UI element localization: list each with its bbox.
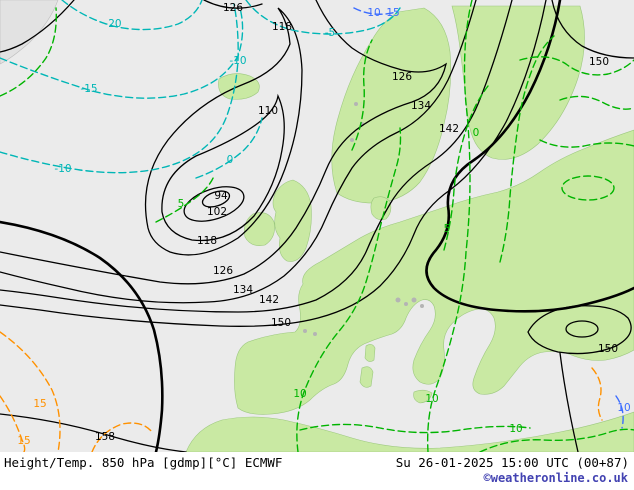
contour-94 [201,190,231,208]
isotherm-10-africa [299,423,531,434]
finland-landmass [451,5,585,160]
ireland-landmass [244,212,275,246]
isotherm-blue-top [353,7,397,15]
isotherm-ne-3 [539,139,634,148]
isotherm-5-east [499,35,555,263]
isotherm-blue-east [615,395,624,429]
britain-landmass [272,179,312,262]
height-contours [0,0,634,452]
isotherm-5-low [155,175,215,223]
land-layer [0,0,634,452]
contour-150 [0,0,547,327]
isotherm-minus20 [61,0,203,31]
weather-map: 94 102 110 118 118 126 126 126 134 134 142 142 150 15… [0,0,634,452]
contour-110 [161,93,285,242]
isotherm-norway [351,39,373,151]
contour-118 [144,7,303,256]
contour-se-branch [559,352,579,452]
trough-line [425,0,634,313]
contour-102 [183,186,245,222]
map-canvas [0,0,634,452]
isotherm-warm-blob [91,422,153,452]
temp-contours [0,0,634,452]
contour-150-loop [527,305,632,355]
scandinavia-landmass [331,7,452,204]
contour-126-top [203,0,263,9]
isotherm-se-africa [479,428,634,452]
footer-credit-row: ©weatheronline.co.uk [0,470,634,485]
isotherm-15-sw [0,395,26,452]
isotherm-warm-se [591,367,603,421]
map-title: Height/Temp. 850 hPa [gdmp][°C] ECMWF [4,455,283,470]
isotherm-10-west [296,127,402,452]
isotherm-minus10 [0,3,239,174]
isotherm-greenland [0,7,57,97]
isotherm-minus5 [245,0,401,35]
isotherm-15-atlantic [0,331,61,452]
isotherm-10-central [427,0,473,452]
corsica-landmass [364,344,376,362]
copyright-link[interactable]: ©weatheronline.co.uk [483,471,629,485]
footer-caption-row: Height/Temp. 850 hPa [gdmp][°C] ECMWF Su… [0,452,634,470]
isotherm-ne-1 [519,56,634,76]
map-datetime: Su 26-01-2025 15:00 UTC (00+87) [395,455,629,470]
europe-landmass [234,129,634,415]
isotherm-ne-2 [559,95,634,110]
contour-134 [0,0,477,304]
isotherm-0-europe [443,85,489,251]
contour-inner-loop [565,320,599,338]
contour-sw-branch [0,220,164,452]
north-africa-landmass [185,411,634,452]
isotherm-minus15 [0,7,244,99]
contour-142 [0,0,513,313]
isotherm-ne-loop [561,175,615,201]
contour-nw [0,0,75,53]
sardinia-landmass [359,366,374,388]
contour-126 [0,0,447,285]
sicily-landmass [413,389,433,404]
map-footer: Height/Temp. 850 hPa [gdmp][°C] ECMWF Su… [0,452,634,490]
isotherm-0-cold [195,117,263,179]
